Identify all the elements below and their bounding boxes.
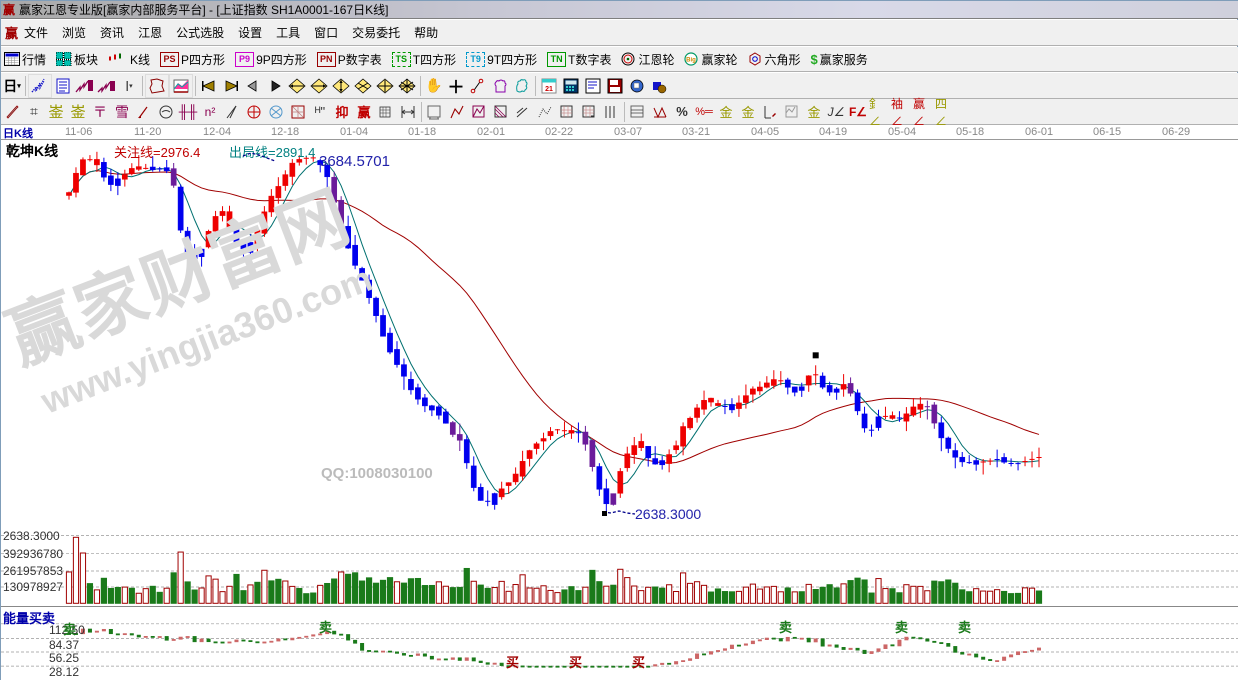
svg-text:21: 21 xyxy=(545,86,553,93)
svg-text:Big: Big xyxy=(687,58,697,64)
